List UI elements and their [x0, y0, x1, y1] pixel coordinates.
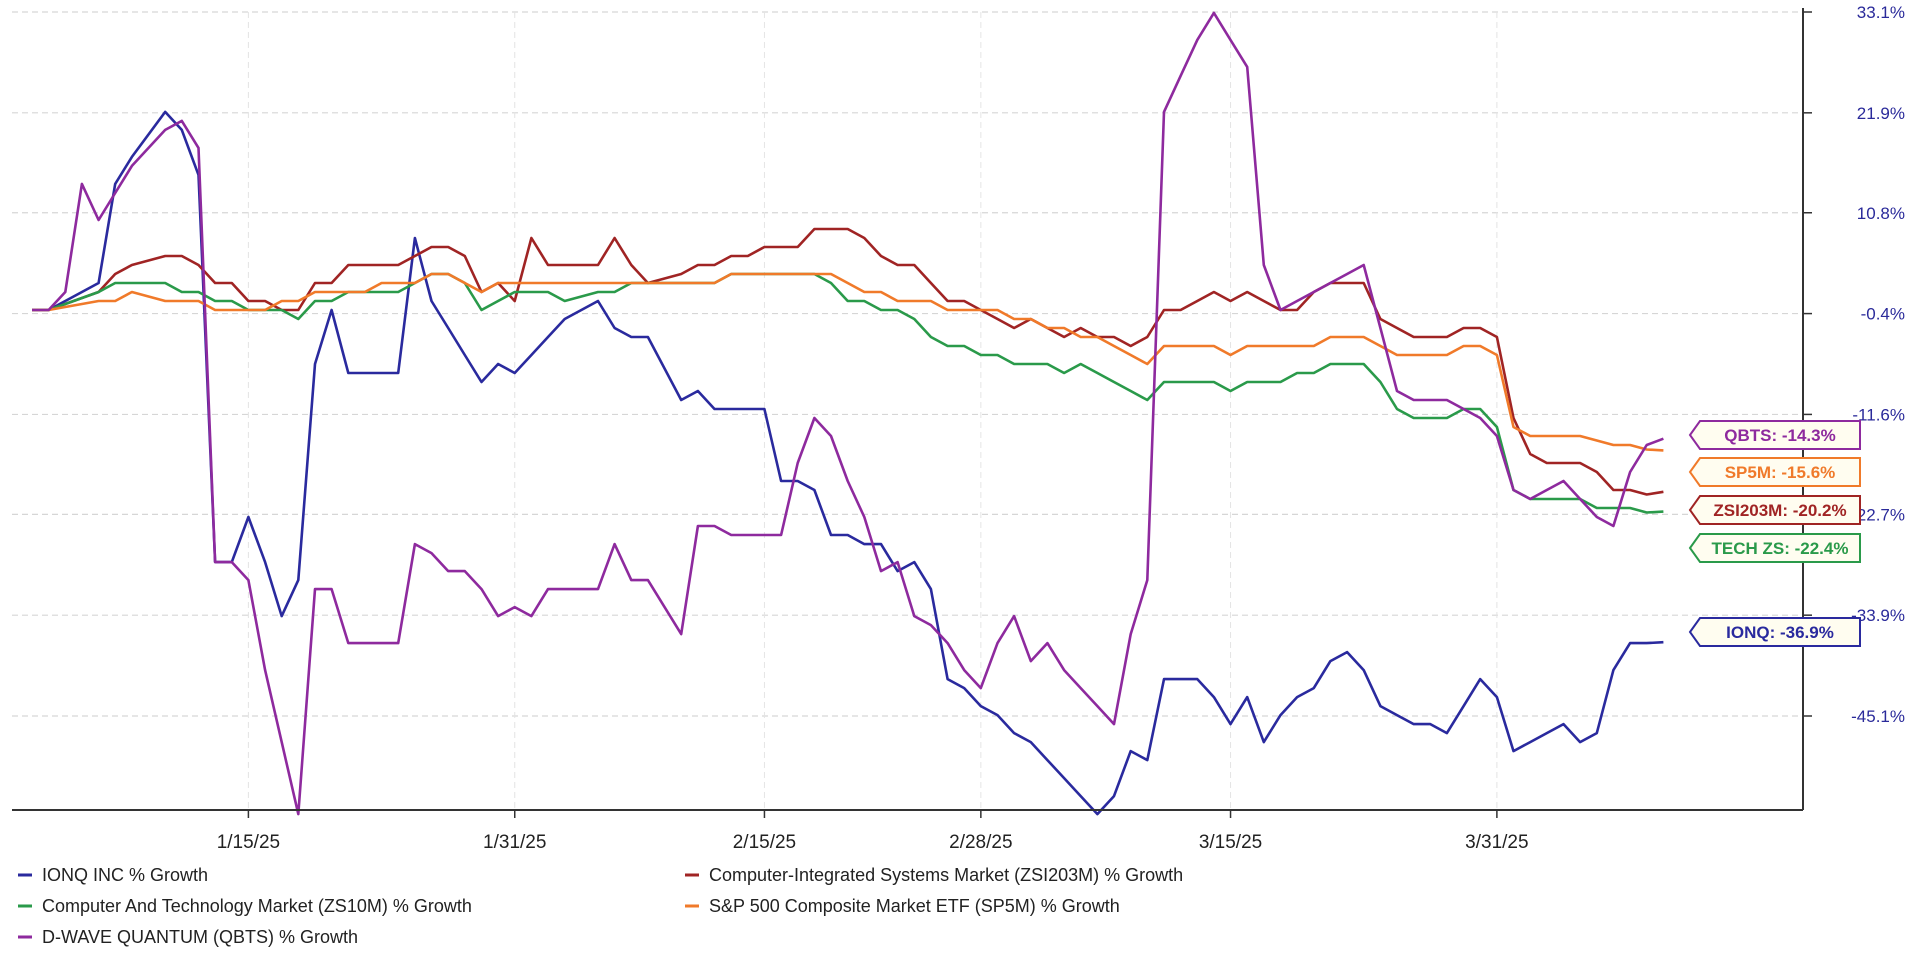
end-tag-label: QBTS: -14.3%	[1724, 426, 1835, 445]
y-tick-labels: 33.1% 21.9% 10.8% -0.4% -11.6% -22.7% -33.9% -4…	[1803, 3, 1905, 726]
end-tag: QBTS: -14.3%	[1688, 420, 1861, 450]
y-tick-label: -22.7%	[1851, 505, 1905, 524]
series-line-ionq	[32, 110, 1664, 816]
end-tag-box	[1688, 533, 1861, 563]
x-tick-label: 2/28/25	[949, 832, 1012, 853]
axes	[12, 8, 1804, 811]
end-tag-label: ZSI203M: -20.2%	[1713, 501, 1846, 520]
y-tick-label: 33.1%	[1857, 3, 1905, 22]
end-tag-box	[1688, 457, 1861, 487]
end-tag-label: IONQ: -36.9%	[1726, 623, 1834, 642]
legend-label: D-WAVE QUANTUM (QBTS) % Growth	[42, 927, 358, 947]
end-tag-box	[1688, 420, 1861, 450]
legend-item: IONQ INC % Growth	[18, 865, 208, 885]
grid-lines	[12, 11, 1803, 810]
end-tag: TECH ZS: -22.4%	[1688, 533, 1861, 563]
legend: IONQ INC % Growth Computer-Integrated Sys…	[18, 865, 1183, 947]
legend-item: Computer-Integrated Systems Market (ZSI2…	[685, 865, 1183, 885]
series-line-sp5m	[32, 272, 1664, 452]
x-tick-label: 1/15/25	[217, 832, 280, 853]
y-tick-label: 10.8%	[1857, 204, 1905, 223]
end-tag-box	[1688, 495, 1861, 525]
end-tag-box	[1688, 617, 1861, 647]
end-tag: IONQ: -36.9%	[1688, 617, 1861, 647]
end-tag: SP5M: -15.6%	[1688, 457, 1861, 487]
legend-label: Computer-Integrated Systems Market (ZSI2…	[709, 865, 1183, 885]
legend-item: Computer And Technology Market (ZS10M) %…	[18, 896, 472, 916]
series-line-qbts	[32, 11, 1664, 816]
legend-label: IONQ INC % Growth	[42, 865, 208, 885]
legend-label: S&P 500 Composite Market ETF (SP5M) % Gr…	[709, 896, 1120, 916]
end-tag: ZSI203M: -20.2%	[1688, 495, 1861, 525]
legend-item: D-WAVE QUANTUM (QBTS) % Growth	[18, 927, 358, 947]
x-tick-labels: 1/15/25 1/31/25 2/15/25 2/28/25 3/15/25 3/31/…	[217, 810, 1529, 853]
x-tick-label: 2/15/25	[733, 832, 796, 853]
end-tag-label: TECH ZS: -22.4%	[1712, 539, 1849, 558]
x-tick-label: 3/31/25	[1465, 832, 1528, 853]
series-lines	[32, 11, 1664, 816]
x-tick-label: 3/15/25	[1199, 832, 1262, 853]
series-line-zsi203m	[32, 227, 1664, 496]
y-tick-label: 21.9%	[1857, 104, 1905, 123]
end-tag-label: SP5M: -15.6%	[1725, 463, 1836, 482]
series-line-zs10m	[32, 272, 1664, 514]
end-value-tags: QBTS: -14.3% SP5M: -15.6% ZSI203M: -20.2% T…	[1688, 420, 1861, 647]
legend-item: S&P 500 Composite Market ETF (SP5M) % Gr…	[685, 896, 1120, 916]
y-tick-label: -33.9%	[1851, 606, 1905, 625]
y-tick-label: -45.1%	[1851, 707, 1905, 726]
legend-label: Computer And Technology Market (ZS10M) %…	[42, 896, 472, 916]
x-tick-label: 1/31/25	[483, 832, 546, 853]
y-tick-label: -0.4%	[1861, 305, 1905, 324]
y-tick-label: -11.6%	[1852, 405, 1905, 424]
